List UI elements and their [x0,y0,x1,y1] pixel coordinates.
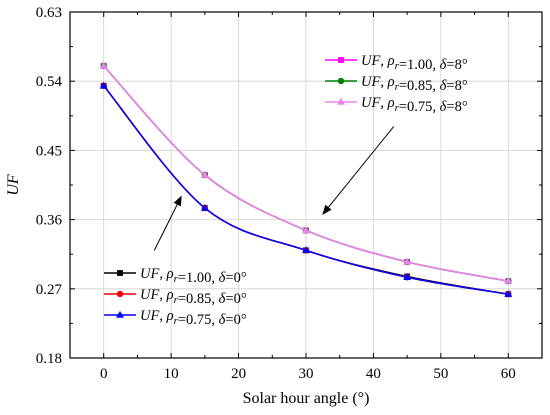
legends: UF, ρr=1.00, δ=8°UF, ρr=0.85, δ=8°UF, ρr… [104,53,468,328]
y-tick-label: 0.63 [36,5,62,21]
x-tick-label: 50 [433,366,448,382]
data-point [200,203,209,211]
x-axis-title: Solar hour angle (°) [243,390,370,407]
annotation-arrow [322,126,395,215]
legend-swatch-marker [337,97,345,105]
y-tick-label: 0.27 [36,282,63,298]
data-point [99,61,108,69]
x-tick-label: 30 [299,366,314,382]
legend-label: UF, ρr=1.00, δ=0° [140,266,247,286]
legend-label: UF, ρr=0.85, δ=8° [361,74,468,94]
legend-swatch-marker [338,57,344,63]
data-point [504,289,513,297]
data-point [302,226,310,234]
y-axis-title: UF [5,174,22,196]
data-point [200,170,209,178]
data-point [403,273,412,280]
x-tick-label: 0 [100,366,108,382]
legend-label: UF, ρr=1.00, δ=8° [361,53,468,73]
data-point [302,246,310,254]
x-tick-label: 20 [231,366,246,382]
x-tick-label: 40 [366,366,381,382]
y-tick-label: 0.45 [36,143,62,159]
data-point [99,81,108,89]
annotation-arrow [153,195,182,251]
legend-label: UF, ρr=0.75, δ=0° [140,308,247,328]
series-layer [99,61,513,298]
x-tick-label: 60 [501,366,516,382]
legend-swatch-marker [117,270,123,276]
y-tick-label: 0.54 [36,74,63,90]
legend-swatch-marker [116,310,124,318]
y-tick-label: 0.18 [36,351,62,367]
x-tick-label: 10 [164,366,179,382]
legend-label: UF, ρr=0.85, δ=0° [140,287,247,307]
annotations [153,126,395,251]
axes: 0 10 20 30 40 50 60 0.18 0.27 0.36 0.45 0.54 0.63 Sol… [5,5,543,407]
grid [70,11,542,359]
series-3 [99,81,513,297]
legend-label: UF, ρr=0.75, δ=8° [361,95,468,115]
data-point [403,257,412,265]
y-tick-label: 0.36 [36,213,63,229]
legend-swatch-marker [337,77,345,85]
legend-swatch-marker [116,290,124,298]
data-point [504,276,513,284]
series-6 [99,61,513,284]
